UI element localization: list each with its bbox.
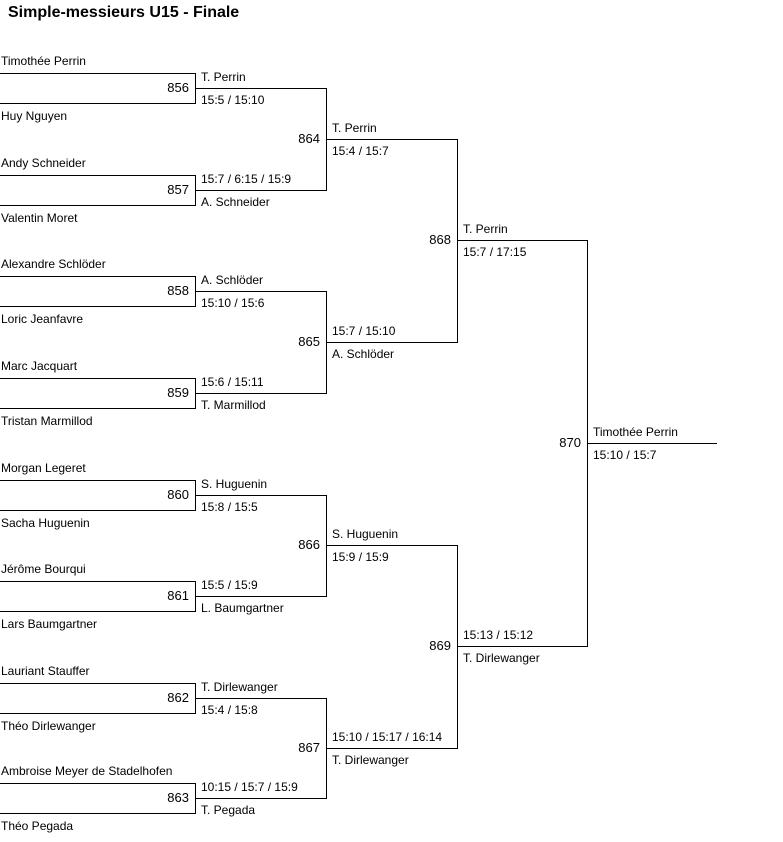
- player-name: Valentin Moret: [1, 211, 78, 225]
- match-score: 15:13 / 15:12: [463, 628, 534, 642]
- match-number: 860: [167, 487, 189, 502]
- match-number: 857: [167, 182, 189, 197]
- bracket-line: [0, 581, 195, 582]
- match-score: 15:7 / 15:10: [332, 324, 396, 338]
- bracket-line: [0, 276, 195, 277]
- winner-line: [195, 291, 327, 292]
- player-name: Andy Schneider: [1, 156, 86, 170]
- player-name: Timothée Perrin: [1, 54, 86, 68]
- match-number: 864: [298, 131, 320, 146]
- winner-line: [195, 798, 327, 799]
- winner-line: [326, 748, 458, 749]
- match-number: 863: [167, 790, 189, 805]
- winner-name: T. Dirlewanger: [201, 680, 278, 694]
- match-score: 15:10 / 15:7: [593, 448, 657, 462]
- bracket-line: [0, 408, 195, 409]
- winner-line: [195, 596, 327, 597]
- winner-name: S. Huguenin: [201, 477, 268, 491]
- match-number: 862: [167, 690, 189, 705]
- bracket-line: [0, 611, 195, 612]
- bracket-line: [0, 783, 195, 784]
- winner-name: T. Pegada: [201, 803, 256, 817]
- match-number: 856: [167, 80, 189, 95]
- player-name: Sacha Huguenin: [1, 516, 90, 530]
- champion-name: Timothée Perrin: [593, 425, 678, 439]
- match-number: 858: [167, 283, 189, 298]
- player-name: Jérôme Bourqui: [1, 562, 86, 576]
- winner-line: [587, 443, 717, 444]
- winner-line: [457, 646, 588, 647]
- winner-name: S. Huguenin: [332, 527, 399, 541]
- match-score: 15:8 / 15:5: [201, 500, 258, 514]
- player-name: Ambroise Meyer de Stadelhofen: [1, 764, 173, 778]
- bracket-line: [326, 495, 327, 597]
- winner-line: [326, 342, 458, 343]
- match-number: 861: [167, 588, 189, 603]
- player-name: Loric Jeanfavre: [1, 312, 84, 326]
- bracket-line: [457, 545, 458, 749]
- player-name: Lars Baumgartner: [1, 617, 98, 631]
- match-score: 10:15 / 15:7 / 15:9: [201, 780, 298, 794]
- winner-line: [195, 393, 327, 394]
- bracket-line: [0, 73, 195, 74]
- bracket-line: [0, 205, 195, 206]
- match-score: 15:10 / 15:6: [201, 296, 265, 310]
- player-name: Huy Nguyen: [1, 109, 68, 123]
- match-number: 866: [298, 537, 320, 552]
- bracket-line: [0, 713, 195, 714]
- match-number: 869: [429, 638, 451, 653]
- bracket-line: [0, 683, 195, 684]
- match-score: 15:7 / 17:15: [463, 245, 527, 259]
- match-score: 15:4 / 15:7: [332, 144, 389, 158]
- winner-line: [457, 240, 588, 241]
- player-name: Morgan Legeret: [1, 461, 86, 475]
- match-score: 15:5 / 15:9: [201, 578, 258, 592]
- match-score: 15:9 / 15:9: [332, 550, 389, 564]
- match-number: 870: [559, 435, 581, 450]
- match-score: 15:7 / 6:15 / 15:9: [201, 172, 292, 186]
- page-title: Simple-messieurs U15 - Finale: [8, 4, 240, 21]
- winner-line: [326, 139, 458, 140]
- bracket-line: [0, 510, 195, 511]
- winner-name: T. Dirlewanger: [463, 651, 540, 665]
- match-score: 15:10 / 15:17 / 16:14: [332, 730, 443, 744]
- winner-name: T. Perrin: [201, 70, 246, 84]
- winner-name: L. Baumgartner: [201, 601, 284, 615]
- bracket-line: [0, 480, 195, 481]
- winner-name: T. Marmillod: [201, 398, 266, 412]
- match-score: 15:5 / 15:10: [201, 93, 265, 107]
- winner-line: [195, 698, 327, 699]
- player-name: Alexandre Schlöder: [1, 257, 106, 271]
- player-name: Marc Jacquart: [1, 359, 78, 373]
- bracket-line: [457, 139, 458, 343]
- player-name: Tristan Marmillod: [1, 414, 93, 428]
- match-number: 867: [298, 740, 320, 755]
- winner-name: A. Schlöder: [201, 273, 264, 287]
- bracket-line: [0, 306, 195, 307]
- winner-name: A. Schneider: [201, 195, 270, 209]
- match-number: 868: [429, 232, 451, 247]
- player-name: Lauriant Stauffer: [1, 664, 90, 678]
- winner-name: T. Dirlewanger: [332, 753, 409, 767]
- bracket-line: [0, 175, 195, 176]
- winner-name: T. Perrin: [463, 222, 508, 236]
- winner-name: A. Schlöder: [332, 347, 395, 361]
- winner-line: [195, 88, 327, 89]
- bracket-line: [0, 103, 195, 104]
- match-score: 15:6 / 15:11: [201, 375, 264, 389]
- match-score: 15:4 / 15:8: [201, 703, 258, 717]
- match-number: 859: [167, 385, 189, 400]
- winner-name: T. Perrin: [332, 121, 377, 135]
- winner-line: [326, 545, 458, 546]
- match-number: 865: [298, 334, 320, 349]
- winner-line: [195, 190, 327, 191]
- player-name: Théo Dirlewanger: [1, 719, 96, 733]
- player-name: Théo Pegada: [1, 819, 74, 833]
- winner-line: [195, 495, 327, 496]
- bracket-line: [0, 378, 195, 379]
- bracket-line: [0, 813, 195, 814]
